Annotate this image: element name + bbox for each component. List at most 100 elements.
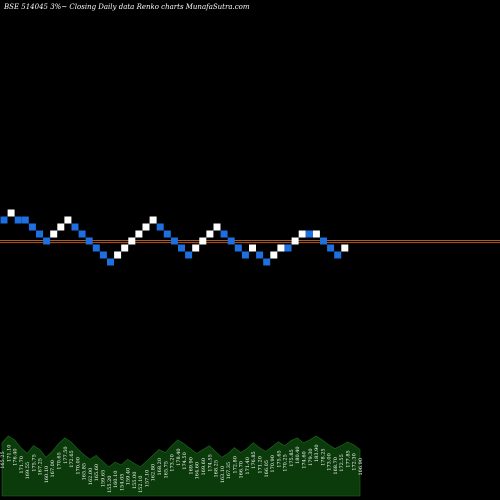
volume-label: 157.10 <box>145 470 151 488</box>
volume-label: 171.70 <box>19 456 25 474</box>
renko-brick-up <box>249 244 256 252</box>
renko-brick-down <box>284 244 292 252</box>
volume-label: 159.40 <box>126 468 132 486</box>
renko-brick-down <box>241 251 249 259</box>
renko-brick-down <box>163 230 171 238</box>
renko-brick-up <box>135 230 143 238</box>
renko-brick-up <box>341 244 349 252</box>
volume-label: 183.90 <box>314 445 320 463</box>
volume-label: 168.25 <box>214 460 220 478</box>
volume-label: 175.85 <box>289 449 295 467</box>
renko-brick-up <box>149 216 157 224</box>
renko-brick-up <box>50 230 58 238</box>
volume-label: 166.05 <box>264 460 270 478</box>
volume-label: 171.10 <box>6 445 12 463</box>
renko-brick-down <box>71 223 79 231</box>
volume-area <box>1 435 361 497</box>
volume-label: 166.90 <box>358 458 364 476</box>
volume-label: 177.50 <box>63 446 69 464</box>
volume-label: 159.65 <box>101 470 107 488</box>
renko-brick-down <box>156 223 164 231</box>
volume-label: 179.30 <box>308 448 314 466</box>
renko-brick-down <box>334 251 342 259</box>
renko-brick-down <box>99 251 107 259</box>
renko-brick-down <box>327 244 335 252</box>
renko-brick-down <box>170 237 178 245</box>
volume-label: 177.85 <box>345 450 351 468</box>
volume-label: 160.10 <box>113 471 119 489</box>
renko-brick-down <box>43 237 51 245</box>
renko-brick-down <box>107 258 114 266</box>
volume-label: 172.30 <box>352 453 358 471</box>
chart-title: BSE 514045 3%~ Closing Daily data Renko … <box>3 3 250 11</box>
renko-brick-down <box>0 216 8 224</box>
volume-label: 160.10 <box>44 466 50 484</box>
volume-label: 170.65 <box>57 452 63 470</box>
volume-label: 172.55 <box>339 454 345 472</box>
renko-brick-down <box>320 237 327 245</box>
volume-label: 170.00 <box>75 457 81 475</box>
renko-brick-up <box>192 244 200 252</box>
volume-label: 165.75 <box>163 461 169 479</box>
renko-brick-down <box>85 237 93 245</box>
volume-label: 165.25 <box>0 451 6 469</box>
volume-label: 174.50 <box>182 452 188 470</box>
volume-label: 167.25 <box>38 458 44 476</box>
renko-brick-up <box>114 251 122 259</box>
volume-label: 168.70 <box>333 457 339 475</box>
volume-label: 180.40 <box>295 446 301 464</box>
renko-brick-down <box>21 216 29 224</box>
renko-brick-down <box>220 230 228 238</box>
volume-label: 174.55 <box>207 454 213 472</box>
volume-label: 169.55 <box>25 462 31 480</box>
renko-brick-up <box>206 230 214 238</box>
volume-label: 172.65 <box>69 450 75 468</box>
renko-brick-up <box>57 223 65 231</box>
renko-brick-up <box>270 251 278 259</box>
volume-label: 164.60 <box>195 462 201 480</box>
volume-label: 175.65 <box>276 450 282 468</box>
volume-label: 176.40 <box>13 448 19 466</box>
renko-brick-down <box>178 244 185 252</box>
renko-brick-up <box>291 237 299 245</box>
renko-brick-down <box>92 244 100 252</box>
volume-label: 172.80 <box>232 456 238 474</box>
renko-brick-up <box>298 230 306 238</box>
renko-brick-down <box>185 251 193 259</box>
renko-brick-down <box>263 258 271 266</box>
volume-label: 169.90 <box>188 457 194 475</box>
renko-brick-down <box>305 230 313 238</box>
volume-label: 155.00 <box>132 472 138 490</box>
volume-label: 167.00 <box>50 460 56 478</box>
volume-label: 165.60 <box>94 464 100 482</box>
volume-label: 171.20 <box>258 456 264 474</box>
renko-brick-up <box>213 223 221 231</box>
renko-brick-down <box>78 230 86 238</box>
volume-label: 168.20 <box>157 458 163 476</box>
renko-bricks <box>0 209 349 266</box>
volume-label: 167.35 <box>226 462 232 480</box>
volume-label: 162.00 <box>88 468 94 486</box>
renko-brick-up <box>121 244 129 252</box>
renko-brick-up <box>142 223 150 231</box>
volume-label: 155.20 <box>107 476 113 494</box>
volume-label: 178.40 <box>176 448 182 466</box>
volume-label: 175.75 <box>31 454 37 472</box>
renko-brick-up <box>64 216 72 224</box>
volume-label: 176.85 <box>251 451 257 469</box>
renko-brick-up <box>277 244 285 252</box>
volume-label: 174.60 <box>302 451 308 469</box>
volume-label: 178.25 <box>320 448 326 466</box>
volume-label: 152.10 <box>138 476 144 494</box>
renko-brick-up <box>199 237 207 245</box>
volume-label: 163.10 <box>220 466 226 484</box>
volume-label: 170.25 <box>283 454 289 472</box>
volume-label: 173.20 <box>170 454 176 472</box>
renko-brick-down <box>14 216 22 224</box>
renko-brick-down <box>36 230 43 238</box>
renko-brick-down <box>227 237 235 245</box>
renko-brick-up <box>128 237 136 245</box>
volume-panel: 165.25 171.10 176.40 171.70 169.55 175.75 167.… <box>0 435 364 497</box>
volume-label: 171.40 <box>245 457 251 475</box>
